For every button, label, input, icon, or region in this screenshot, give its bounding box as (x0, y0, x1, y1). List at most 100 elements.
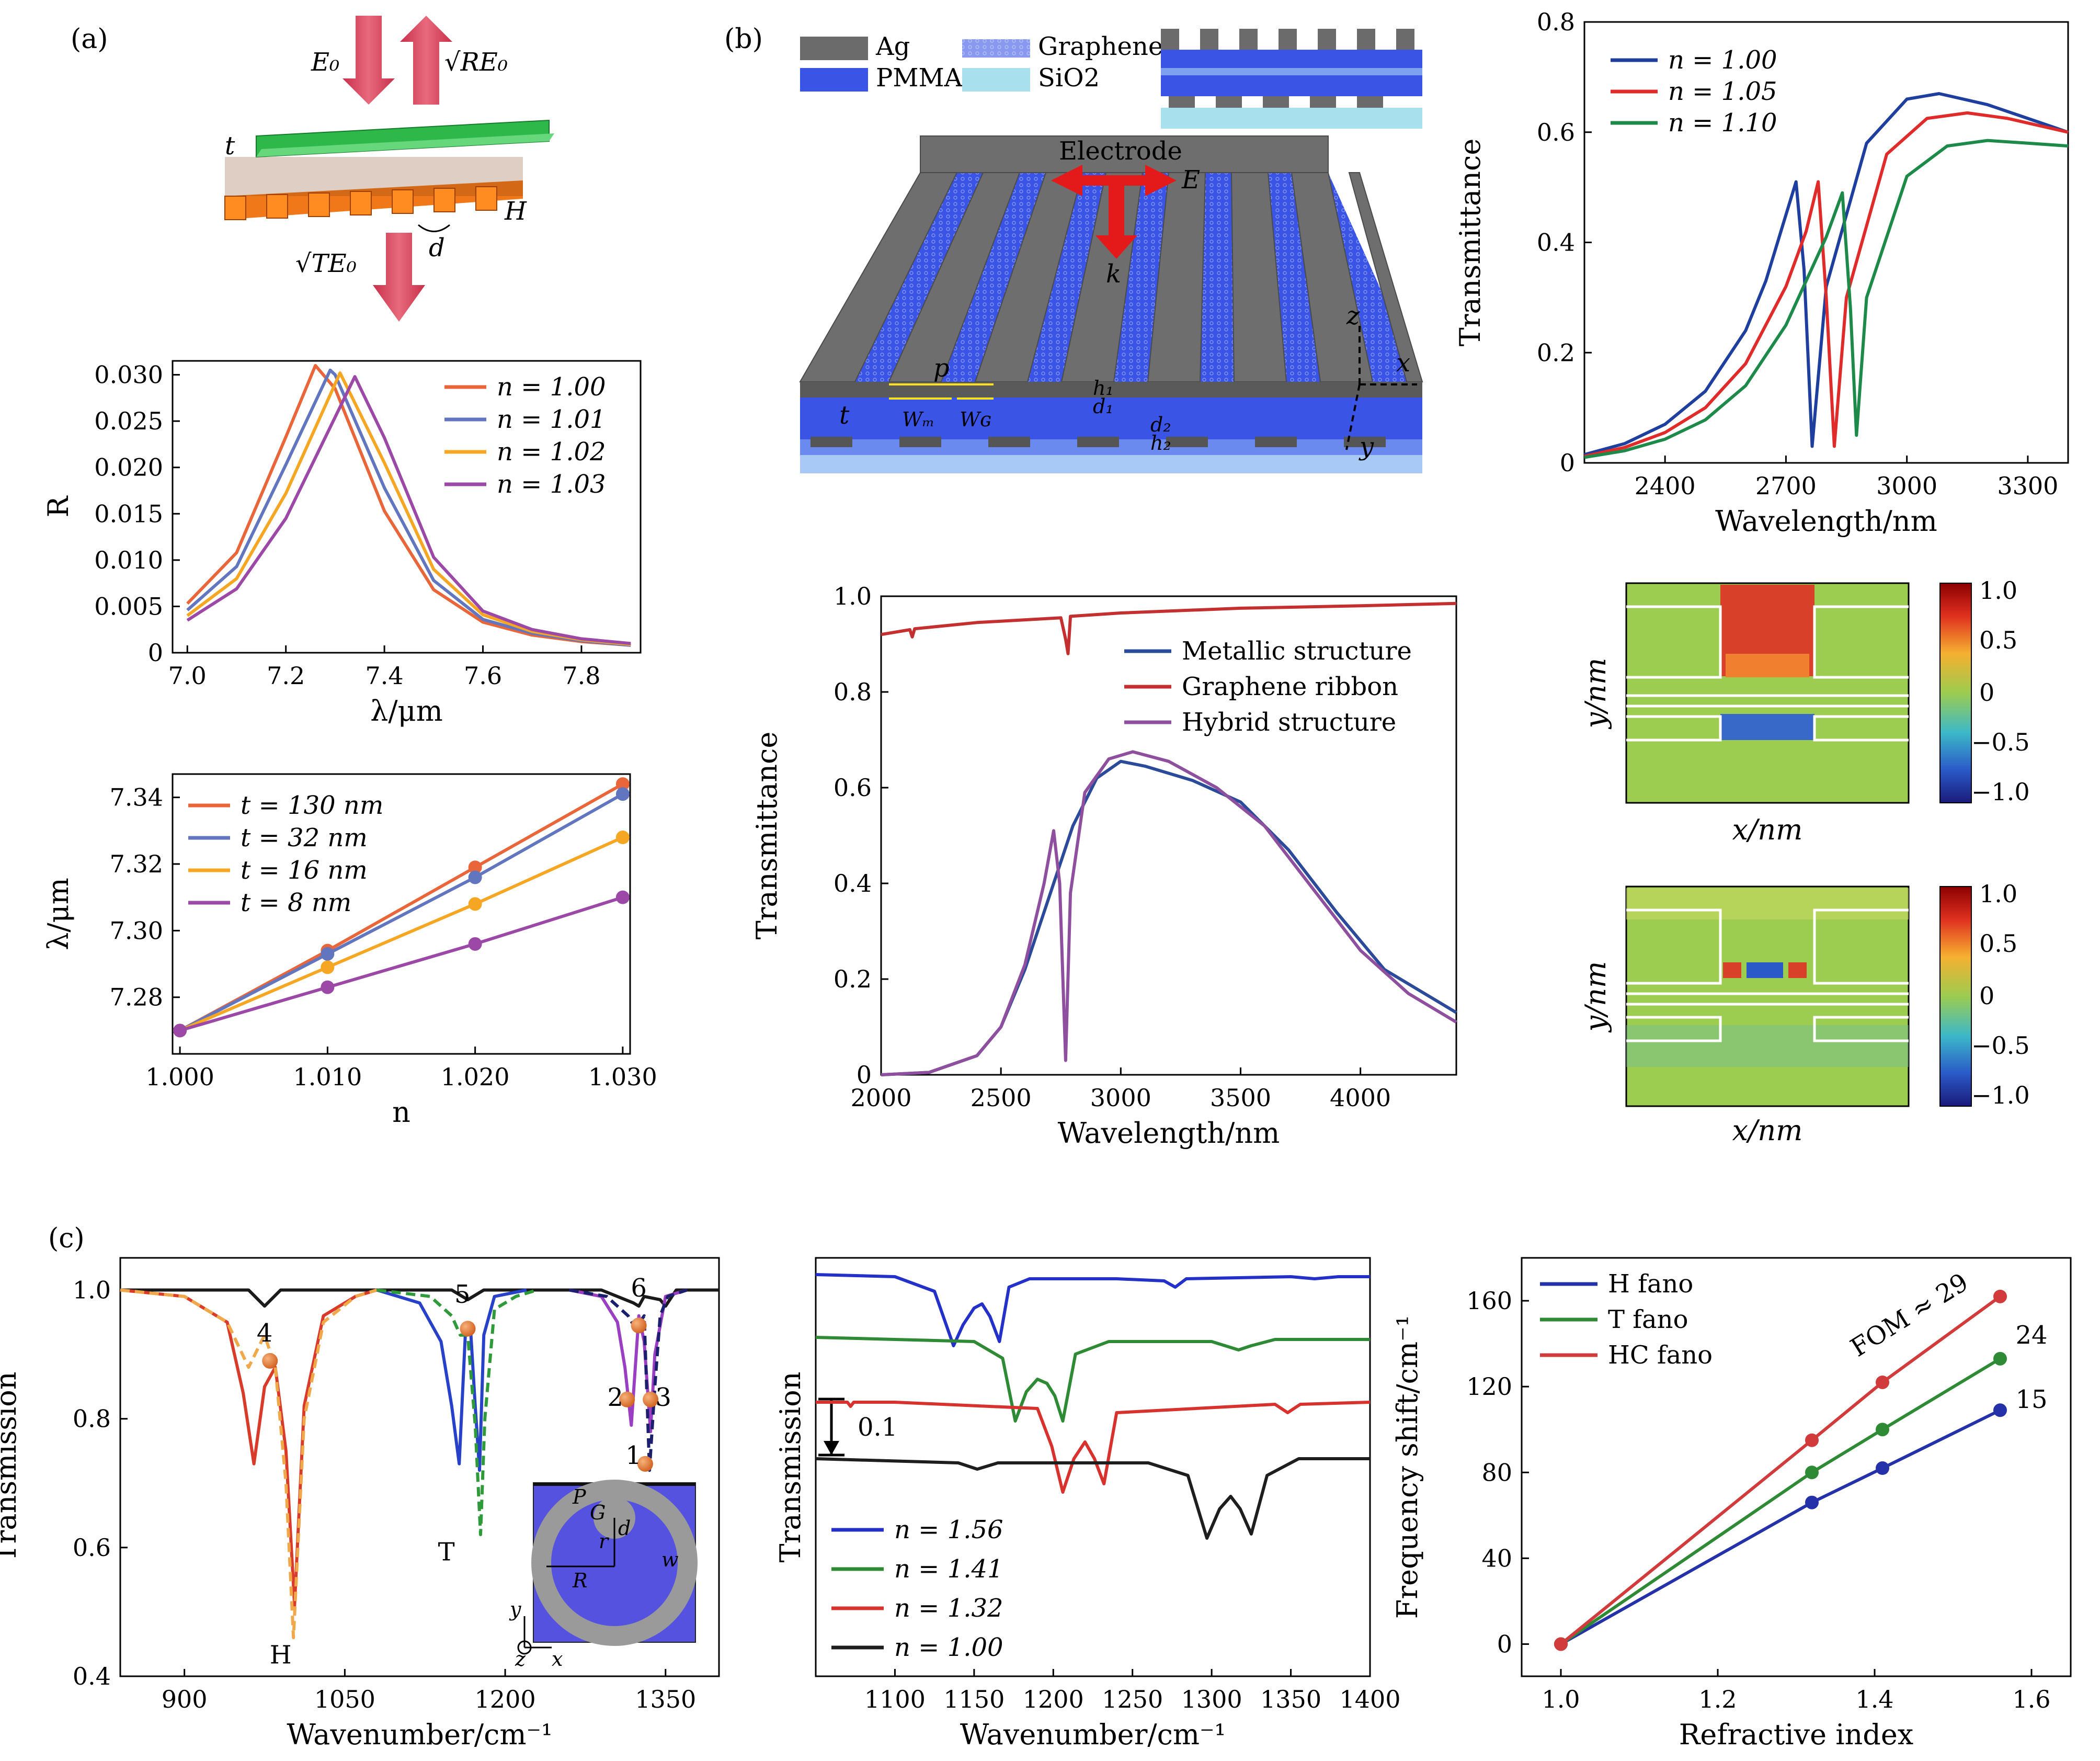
k-vector-arrow (1095, 186, 1137, 259)
a2-data-point (615, 787, 630, 801)
scale-bar-label: 0.1 (858, 1413, 897, 1442)
b1-legend-label: n = 1.10 (1668, 108, 1777, 138)
inset-G: G (590, 1501, 606, 1524)
c1-xlabel: Wavenumber/cm⁻¹ (287, 1718, 552, 1751)
b2-frame (880, 595, 1457, 1076)
fm2-xlabel: x/nm (1732, 1114, 1803, 1147)
b2-ytick-label: 0 (857, 1061, 872, 1089)
a2-series-line-2 (179, 836, 624, 1032)
label-h-a: H (504, 197, 527, 226)
a2-data-point (468, 870, 482, 884)
label-wm: Wₘ (902, 408, 934, 431)
a1-legend-label: n = 1.01 (497, 405, 606, 434)
c2-xtick-label: 1250 (1102, 1685, 1163, 1713)
c2-xtick-label: 1200 (1023, 1685, 1084, 1713)
cb1-tick-2: 0 (1979, 678, 1994, 707)
field-hotspots (1723, 962, 1807, 978)
c1-annotation: 2 (607, 1383, 623, 1412)
a2-ytick-label: 7.32 (110, 850, 163, 878)
c2-legend-label: n = 1.56 (894, 1515, 1003, 1544)
c1-frame (119, 1257, 720, 1677)
c3-data-point (1805, 1465, 1819, 1480)
c1-annotation: 6 (631, 1274, 647, 1303)
c1-series-line-3 (376, 1288, 527, 1472)
a1-ytick-label: 0.005 (94, 592, 163, 620)
a1-legend-label: n = 1.00 (497, 372, 606, 402)
cb1-tick-1: 0.5 (1979, 626, 2017, 654)
fm2-ylabel: y/nm (1579, 961, 1612, 1033)
cross-section-inset (1161, 29, 1422, 129)
inset-P: P (572, 1485, 587, 1508)
c1-series-line-2 (120, 1288, 378, 1640)
legend-sio2-swatch (962, 68, 1030, 92)
b1-ytick-label: 0.6 (1537, 118, 1575, 146)
c1-marker-ball (262, 1353, 278, 1369)
label-h2: h₂ (1150, 431, 1171, 455)
c1-ytick-label: 1.0 (73, 1276, 111, 1304)
b2-xlabel: Wavelength/nm (1058, 1117, 1280, 1150)
a2-series-line-1 (179, 792, 624, 1032)
b1-xtick-label: 2400 (1635, 472, 1696, 500)
label-re0: √RE₀ (444, 48, 508, 77)
legend-ag: Ag (875, 32, 910, 61)
field-hotspot-negative (1720, 714, 1814, 740)
cb2-tick-2: 0 (1979, 982, 1994, 1010)
a2-xtick-label: 1.030 (588, 1063, 657, 1091)
b2-legend-label: Metallic structure (1182, 637, 1412, 666)
c1-marker-ball (637, 1456, 653, 1472)
b1-frame (1583, 21, 2069, 464)
a1-frame (172, 360, 642, 654)
legend-graphene-swatch (962, 39, 1030, 58)
c3-legend-label: T fano (1608, 1305, 1688, 1334)
b1-ytick-label: 0 (1560, 449, 1575, 477)
c3-series-line-2 (1560, 1295, 2001, 1645)
a1-ylabel: R (42, 495, 75, 517)
c1-ytick-label: 0.8 (73, 1405, 111, 1433)
device-3d: Electrode E k z x y p t Wₘ Wɢ h₁ d₁ (799, 135, 1423, 473)
a1-series-line-3 (186, 375, 631, 645)
panel-label-b: (b) (724, 24, 763, 55)
fm1-xlabel: x/nm (1732, 813, 1803, 846)
b2-xtick-label: 2000 (850, 1084, 911, 1112)
a2-ytick-label: 7.28 (110, 983, 163, 1012)
cb2-tick-1: 0.5 (1979, 929, 2017, 958)
colorbar-1 (1939, 583, 1972, 803)
chart-a2: 1.000 1.010 1.020 1.030 7.28 7.30 7.32 7.34 n λ/μ… (42, 773, 657, 1129)
label-d2: d₂ (1150, 413, 1171, 436)
a1-ytick-label: 0.030 (94, 361, 163, 389)
c3-data-point (1805, 1433, 1819, 1447)
axis-y-b: y (1359, 432, 1374, 461)
cb2-tick-3: −0.5 (1971, 1031, 2030, 1060)
b1-legend-label: n = 1.00 (1668, 46, 1777, 75)
c2-xtick-label: 1100 (864, 1685, 926, 1713)
a2-legend-label: t = 130 nm (241, 791, 383, 820)
ring-resonator-inset: P G d r R w y x z (509, 1480, 698, 1671)
a2-ytick-label: 7.30 (110, 916, 163, 945)
a2-series-line-3 (179, 895, 623, 1032)
c1-xtick-label: 900 (162, 1685, 208, 1713)
c2-xtick-label: 1350 (1260, 1685, 1321, 1713)
c3-ytick-label: 40 (1481, 1544, 1512, 1572)
c3-legend-label: H fano (1608, 1269, 1693, 1299)
c3-legend-label: HC fano (1608, 1340, 1713, 1370)
legend-graphene: Graphene (1038, 32, 1163, 61)
chart-c2: 1100 1150 1200 1250 1300 1350 1400 Wavenumber/c… (774, 1257, 1401, 1751)
c1-marker-ball (631, 1317, 647, 1334)
electrode-bar (920, 135, 1329, 173)
cb1-tick-0: 1.0 (1979, 576, 2017, 605)
b2-series-line-0 (881, 759, 1457, 1076)
a2-data-point (615, 831, 630, 845)
c1-marker-ball (643, 1391, 659, 1407)
legend-sio2: SiO2 (1038, 63, 1100, 93)
label-d-a: d (429, 233, 445, 263)
c2-series-line-3 (815, 1457, 1370, 1540)
legend-ag-swatch (800, 37, 868, 60)
chart-c1: 900 1050 1200 1350 0.4 0.6 0.8 1.0 Wavenumber/cm… (0, 1257, 720, 1751)
c2-series-line-2 (816, 1401, 1371, 1494)
c3-series-line-0 (1560, 1408, 2001, 1646)
a2-ytick-label: 7.34 (110, 783, 163, 812)
inset-r: r (599, 1530, 610, 1553)
a2-xtick-label: 1.020 (441, 1063, 510, 1091)
c3-ylabel: Frequency shift/cm⁻¹ (1391, 1315, 1424, 1619)
